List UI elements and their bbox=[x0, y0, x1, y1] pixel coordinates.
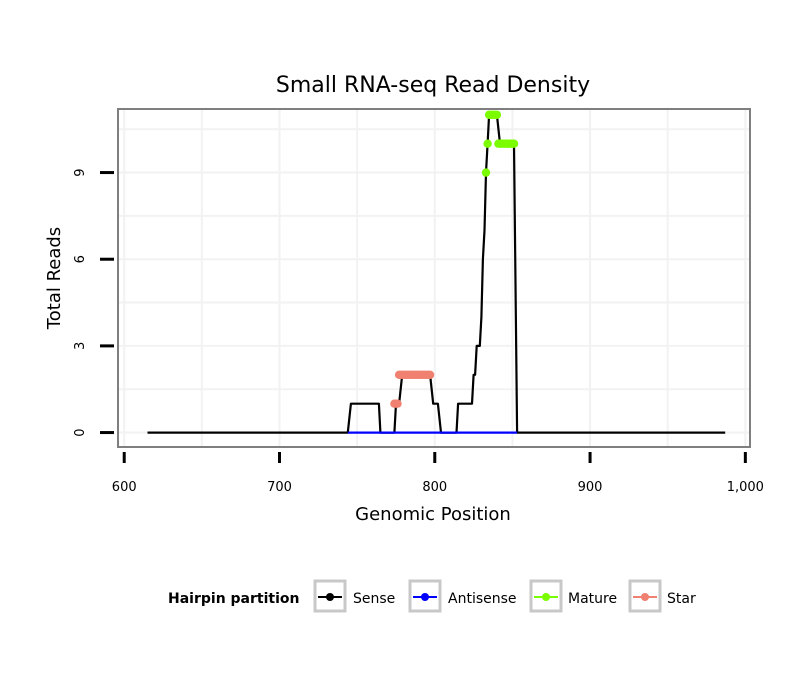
legend-label: Mature bbox=[568, 591, 617, 607]
data-point-mature bbox=[509, 139, 519, 148]
legend-item-mature: Mature bbox=[529, 579, 617, 613]
y-tick-label: 3 bbox=[73, 342, 88, 350]
data-point-star bbox=[393, 399, 402, 408]
legend-key-dot bbox=[421, 593, 429, 601]
y-axis-title: Total Reads bbox=[44, 227, 65, 330]
legend-key-dot bbox=[326, 593, 334, 601]
x-axis-title: Genomic Position bbox=[355, 504, 511, 525]
y-tick-label: 6 bbox=[73, 255, 88, 263]
legend-label: Sense bbox=[353, 591, 395, 607]
legend-title: Hairpin partition bbox=[168, 591, 299, 607]
axes: 600 700 800 900 1,000 0 3 6 9 bbox=[73, 168, 764, 495]
series-layer bbox=[147, 110, 726, 434]
data-point-mature bbox=[492, 110, 502, 120]
legend-key-dot bbox=[542, 593, 550, 601]
legend-key-dot bbox=[641, 593, 649, 601]
chart-title: Small RNA-seq Read Density bbox=[276, 73, 590, 98]
legend-label: Star bbox=[667, 591, 696, 607]
legend-item-antisense: Antisense bbox=[408, 579, 517, 613]
x-tick-label: 900 bbox=[578, 480, 603, 495]
legend-label: Antisense bbox=[448, 591, 517, 607]
y-tick-label: 9 bbox=[73, 168, 88, 176]
x-tick-label: 800 bbox=[422, 480, 447, 495]
y-tick-label: 0 bbox=[73, 428, 88, 436]
data-point-mature bbox=[483, 139, 492, 148]
data-point-star bbox=[425, 370, 435, 379]
x-tick-label: 600 bbox=[112, 480, 137, 495]
legend-item-sense: Sense bbox=[313, 579, 395, 613]
data-point-mature bbox=[481, 168, 491, 177]
legend: Hairpin partition Sense Antisense Mature St… bbox=[168, 579, 696, 613]
x-tick-label: 1,000 bbox=[727, 480, 764, 495]
legend-item-star: Star bbox=[628, 579, 696, 613]
x-tick-label: 700 bbox=[267, 480, 292, 495]
